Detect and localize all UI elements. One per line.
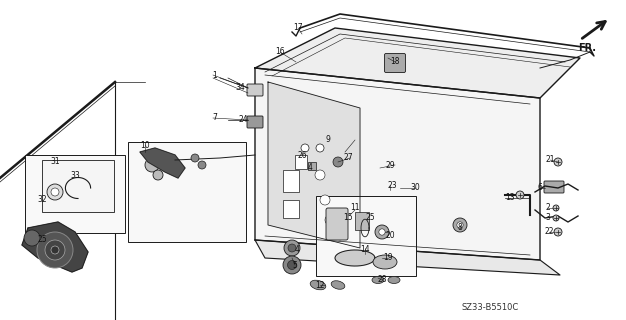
Polygon shape [255, 68, 540, 260]
Circle shape [37, 232, 73, 268]
Circle shape [47, 184, 63, 200]
Text: 18: 18 [390, 58, 400, 67]
Circle shape [288, 244, 296, 252]
Text: 17: 17 [293, 23, 303, 33]
Polygon shape [255, 28, 580, 98]
Text: 13: 13 [505, 194, 515, 203]
Text: 31: 31 [50, 157, 60, 166]
Circle shape [516, 191, 524, 199]
Polygon shape [335, 250, 375, 266]
Circle shape [457, 222, 463, 228]
Bar [283, 170, 299, 192]
FancyBboxPatch shape [247, 84, 263, 96]
Text: 30: 30 [410, 183, 420, 193]
Circle shape [24, 230, 40, 246]
Polygon shape [268, 82, 360, 248]
Circle shape [287, 260, 297, 269]
Text: 7: 7 [213, 114, 217, 123]
Circle shape [553, 205, 559, 211]
Text: 5: 5 [292, 260, 297, 269]
Circle shape [375, 225, 389, 239]
Text: 24: 24 [238, 116, 248, 124]
Ellipse shape [373, 255, 397, 269]
Ellipse shape [372, 276, 384, 284]
Text: 22: 22 [544, 228, 554, 236]
Text: 15: 15 [343, 213, 353, 222]
Bar [295, 155, 307, 169]
Text: 3: 3 [546, 213, 550, 222]
Bar [316, 196, 416, 276]
FancyBboxPatch shape [247, 116, 263, 128]
Text: 32: 32 [37, 196, 47, 204]
Text: 25: 25 [365, 213, 375, 222]
Circle shape [51, 188, 59, 196]
Circle shape [320, 195, 330, 205]
Polygon shape [140, 148, 185, 178]
Bar [25, 155, 125, 233]
Circle shape [191, 154, 199, 162]
Text: 14: 14 [360, 245, 370, 254]
Text: 12: 12 [316, 281, 325, 290]
Text: SZ33-B5510C: SZ33-B5510C [462, 303, 519, 313]
Text: 1: 1 [213, 70, 217, 79]
Text: 23: 23 [387, 180, 397, 189]
Circle shape [553, 215, 559, 221]
Circle shape [333, 157, 343, 167]
Circle shape [51, 246, 59, 254]
Text: 4: 4 [307, 164, 312, 172]
Bar [308, 162, 316, 170]
Circle shape [284, 240, 300, 256]
Ellipse shape [331, 281, 345, 289]
Text: 2: 2 [546, 204, 550, 212]
Circle shape [554, 158, 562, 166]
Text: 20: 20 [385, 230, 395, 239]
Text: 29: 29 [385, 161, 395, 170]
Circle shape [153, 170, 163, 180]
Text: 6: 6 [538, 183, 543, 193]
Circle shape [283, 256, 301, 274]
Text: 4: 4 [295, 245, 299, 254]
Circle shape [453, 218, 467, 232]
Circle shape [316, 144, 324, 152]
FancyBboxPatch shape [544, 181, 564, 193]
Text: 9: 9 [326, 135, 331, 145]
Circle shape [198, 161, 206, 169]
Text: 34: 34 [235, 84, 245, 92]
Ellipse shape [310, 280, 326, 290]
Text: FR.: FR. [578, 43, 596, 53]
FancyBboxPatch shape [384, 53, 406, 73]
Circle shape [325, 215, 335, 225]
Ellipse shape [388, 276, 400, 284]
Circle shape [45, 240, 65, 260]
Text: 16: 16 [275, 47, 285, 57]
Bar [128, 142, 246, 242]
Circle shape [554, 228, 562, 236]
Circle shape [301, 144, 309, 152]
Text: 11: 11 [351, 204, 360, 212]
Bar [355, 212, 369, 230]
Text: 19: 19 [383, 253, 393, 262]
Circle shape [335, 230, 345, 240]
Text: 8: 8 [458, 223, 463, 233]
Text: 27: 27 [343, 154, 353, 163]
Bar [283, 200, 299, 218]
Text: 28: 28 [377, 276, 387, 284]
Polygon shape [22, 222, 88, 272]
FancyBboxPatch shape [326, 208, 348, 240]
Text: 10: 10 [140, 140, 150, 149]
Text: 26: 26 [297, 150, 307, 159]
Text: 21: 21 [545, 156, 555, 164]
Text: 33: 33 [70, 171, 80, 180]
Circle shape [379, 229, 385, 235]
Bar [42, 160, 114, 212]
Circle shape [315, 170, 325, 180]
Circle shape [145, 158, 159, 172]
Polygon shape [255, 240, 560, 275]
Text: 25: 25 [37, 236, 47, 244]
